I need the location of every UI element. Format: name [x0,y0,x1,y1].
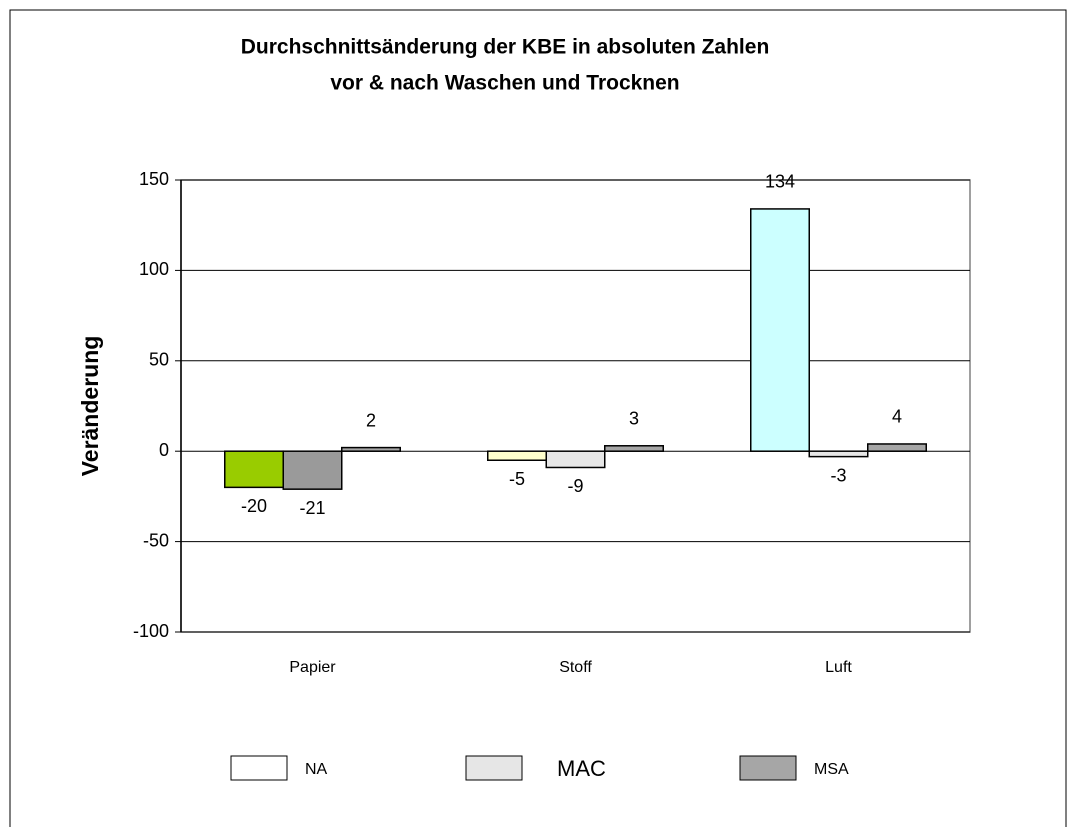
bar [808,450,869,458]
bar [545,450,606,469]
chart-title: Durchschnittsänderung der KBE in absolut… [241,36,770,59]
legend-swatch [739,755,797,781]
legend-label: MSA [814,761,849,778]
legend-swatch [465,755,523,781]
data-label: 134 [765,172,795,192]
bar [224,450,284,489]
x-tick-label: Papier [289,659,336,676]
data-label: -21 [299,498,325,518]
data-label: 4 [892,407,902,427]
y-axis-label: Veränderung [77,336,103,477]
data-label: -5 [509,469,525,489]
legend-label: NA [305,761,328,778]
bar [867,443,927,452]
y-tick-label: -50 [143,530,169,550]
bar [604,445,664,452]
data-label: 2 [366,410,376,430]
x-tick-label: Stoff [559,659,592,676]
y-tick-label: 150 [139,169,169,189]
y-tick-label: 0 [159,440,169,460]
y-tick-label: -100 [133,621,169,641]
bar [750,208,810,452]
x-tick-label: Luft [825,659,852,676]
data-label: 3 [629,409,639,429]
bar [487,450,547,461]
bar [282,450,343,490]
y-tick-label: 50 [149,350,169,370]
legend-label: MAC [557,756,606,781]
data-label: -9 [567,476,583,496]
data-label: -20 [241,496,267,516]
y-tick-label: 100 [139,259,169,279]
legend-swatch [230,755,288,781]
chart-title: vor & nach Waschen und Trocknen [330,72,679,95]
bar [341,446,401,452]
chart-frame [9,9,1067,827]
data-label: -3 [830,465,846,485]
